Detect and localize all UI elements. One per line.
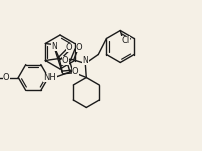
Text: N: N xyxy=(51,42,57,51)
Text: O: O xyxy=(76,43,83,52)
Text: O: O xyxy=(62,56,69,65)
Text: O: O xyxy=(66,43,73,52)
Text: N: N xyxy=(82,56,88,65)
Text: Cl: Cl xyxy=(121,36,129,45)
Text: O: O xyxy=(3,73,9,82)
Text: O: O xyxy=(72,67,79,76)
Text: NH: NH xyxy=(43,73,56,82)
